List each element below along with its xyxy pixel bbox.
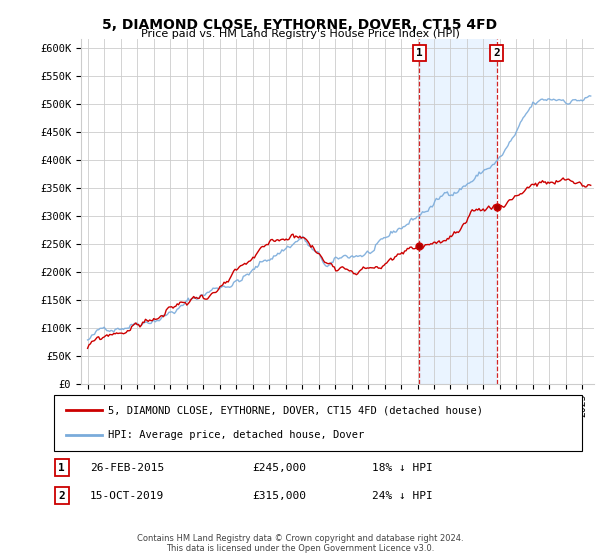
Text: Contains HM Land Registry data © Crown copyright and database right 2024.
This d: Contains HM Land Registry data © Crown c…	[137, 534, 463, 553]
Text: £245,000: £245,000	[252, 463, 306, 473]
Text: 18% ↓ HPI: 18% ↓ HPI	[372, 463, 433, 473]
Text: 26-FEB-2015: 26-FEB-2015	[90, 463, 164, 473]
Text: HPI: Average price, detached house, Dover: HPI: Average price, detached house, Dove…	[108, 430, 364, 440]
Text: 24% ↓ HPI: 24% ↓ HPI	[372, 491, 433, 501]
Text: 15-OCT-2019: 15-OCT-2019	[90, 491, 164, 501]
Text: 2: 2	[493, 48, 500, 58]
Text: Price paid vs. HM Land Registry's House Price Index (HPI): Price paid vs. HM Land Registry's House …	[140, 29, 460, 39]
Text: 1: 1	[58, 463, 65, 473]
Text: £315,000: £315,000	[252, 491, 306, 501]
Text: 5, DIAMOND CLOSE, EYTHORNE, DOVER, CT15 4FD (detached house): 5, DIAMOND CLOSE, EYTHORNE, DOVER, CT15 …	[108, 405, 483, 416]
Text: 2: 2	[58, 491, 65, 501]
Text: 5, DIAMOND CLOSE, EYTHORNE, DOVER, CT15 4FD: 5, DIAMOND CLOSE, EYTHORNE, DOVER, CT15 …	[103, 18, 497, 32]
Text: 1: 1	[416, 48, 423, 58]
